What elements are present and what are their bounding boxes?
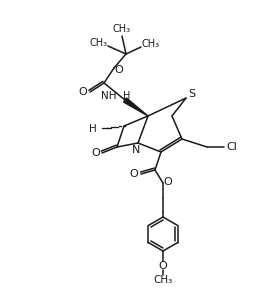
Text: Cl: Cl <box>227 142 237 152</box>
Text: O: O <box>115 65 123 75</box>
Text: NH: NH <box>102 91 117 101</box>
Text: CH₃: CH₃ <box>90 38 108 48</box>
Text: CH₃: CH₃ <box>142 39 160 49</box>
Text: CH₃: CH₃ <box>113 24 131 34</box>
Polygon shape <box>124 98 148 116</box>
Text: O: O <box>159 261 167 271</box>
Text: O: O <box>130 169 139 179</box>
Text: CH₃: CH₃ <box>153 275 173 285</box>
Text: O: O <box>79 87 87 97</box>
Text: N: N <box>132 145 140 155</box>
Text: O: O <box>92 148 100 158</box>
Text: H: H <box>123 91 131 101</box>
Text: H: H <box>89 124 97 134</box>
Text: O: O <box>164 177 172 187</box>
Text: S: S <box>188 89 195 99</box>
